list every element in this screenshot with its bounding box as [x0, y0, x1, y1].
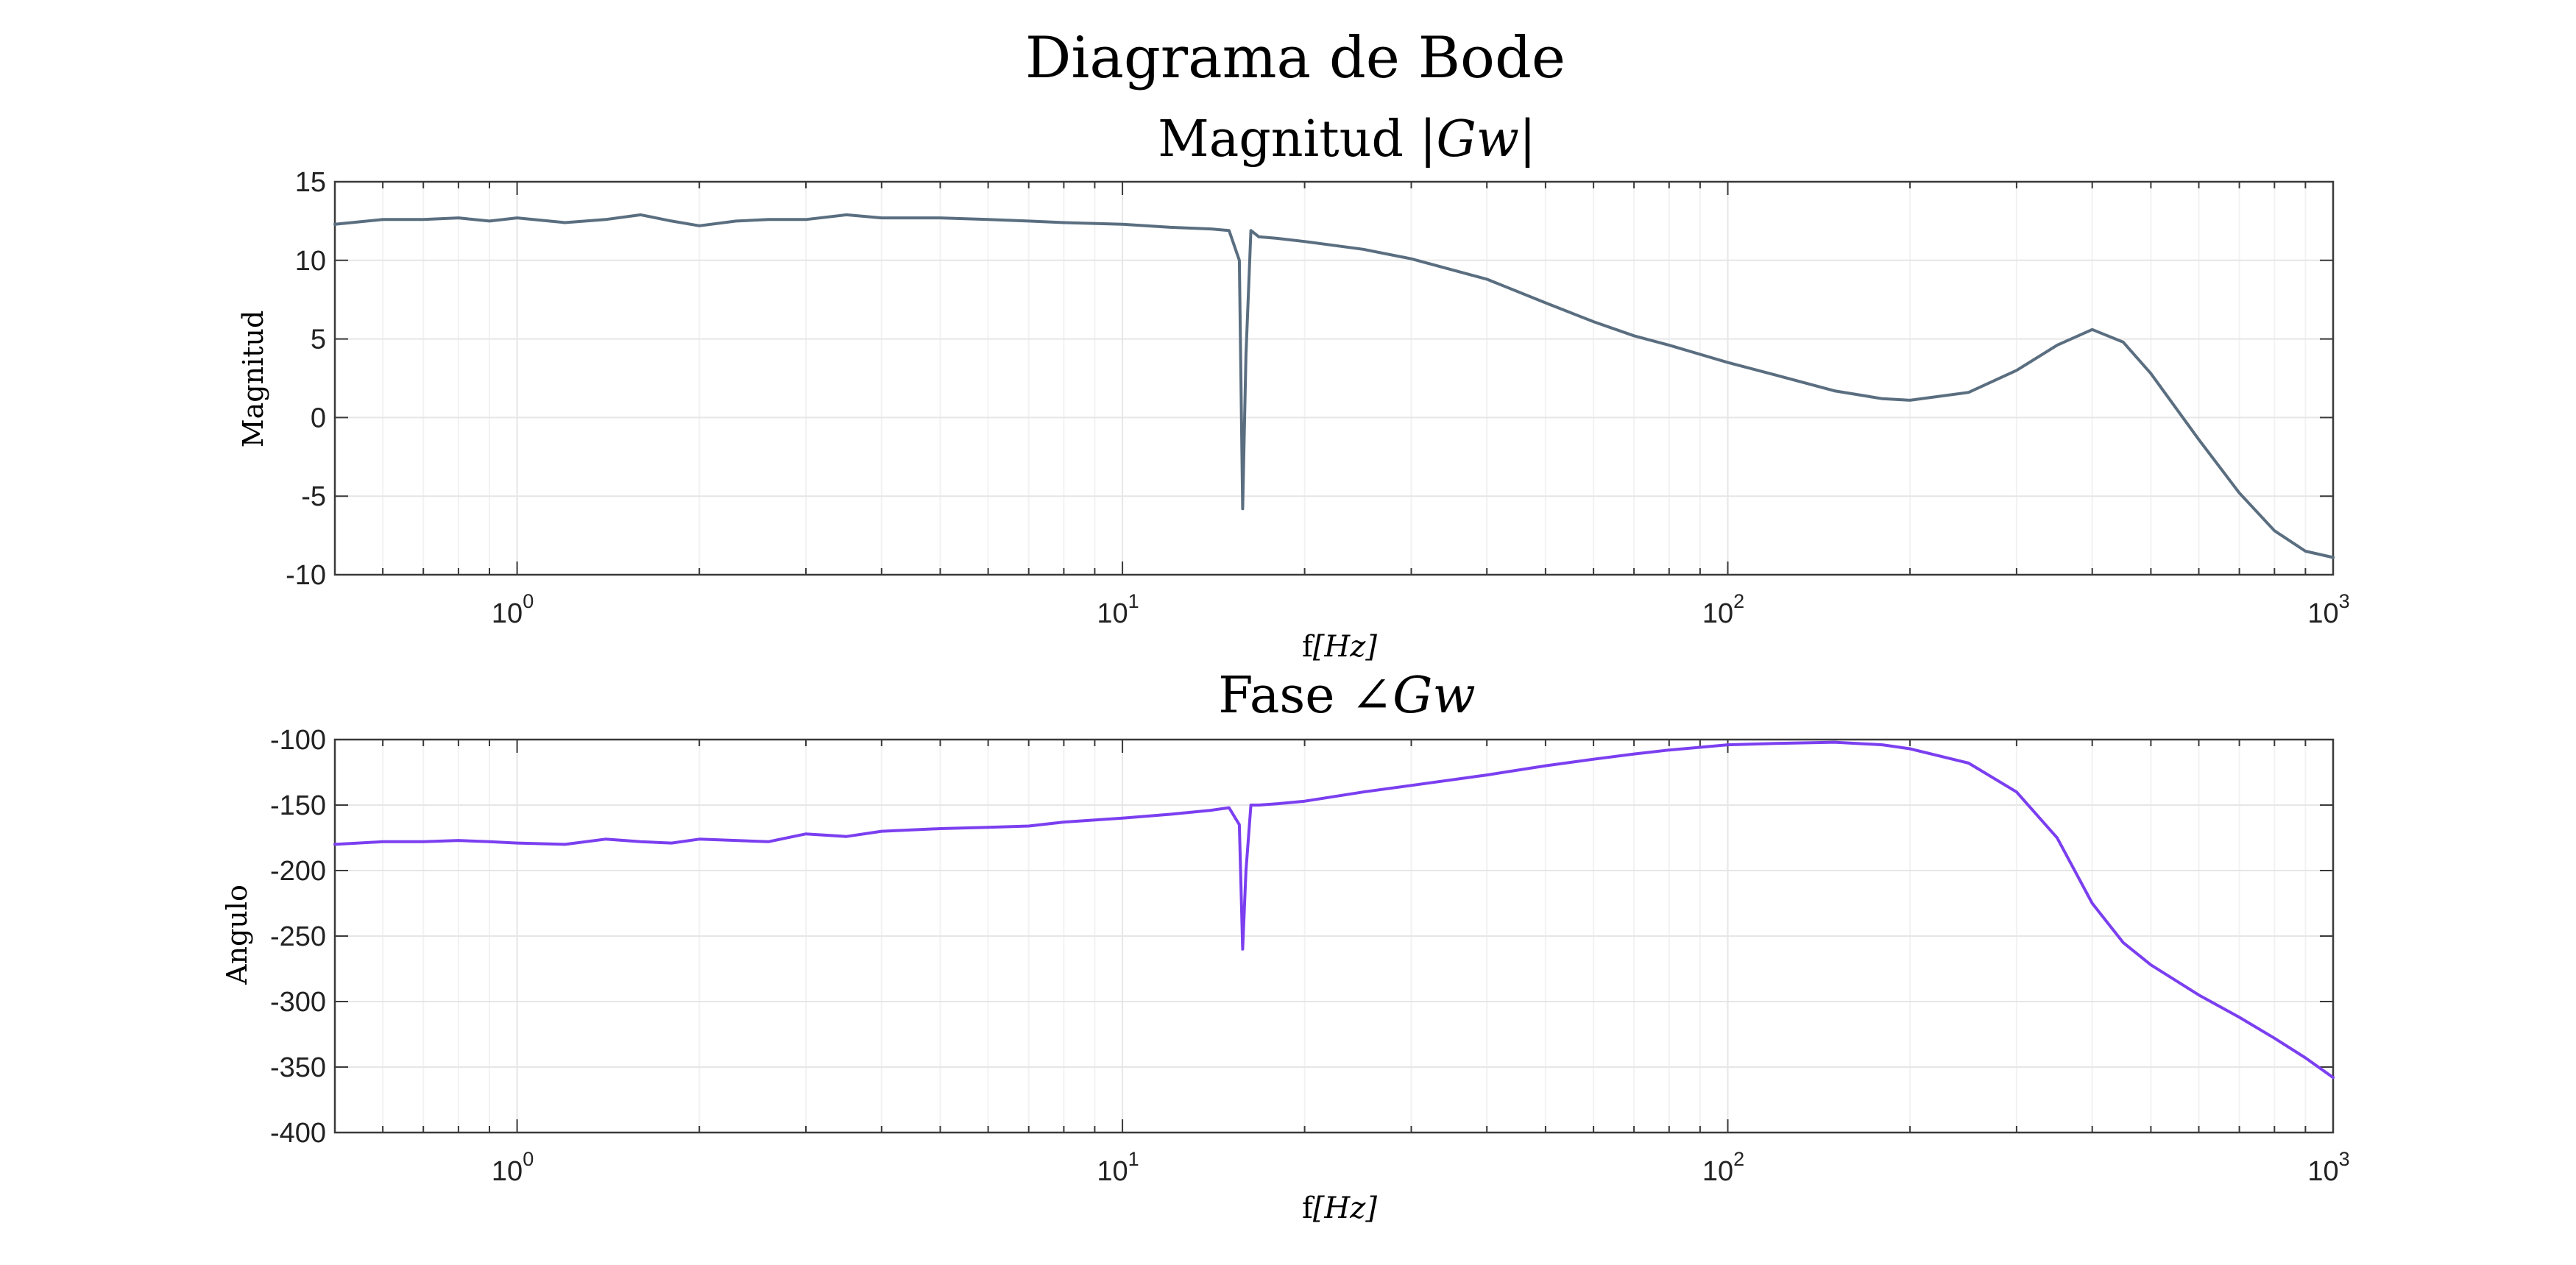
magnitude-series-line — [333, 213, 2335, 559]
phase-y-tick-label: -100 — [270, 725, 326, 756]
phase-plot-title: Fase ∠Gw — [1218, 667, 1475, 725]
phase-axes-box — [333, 738, 2335, 1134]
phase-y-tick-label: -150 — [270, 790, 326, 821]
magnitude-x-tick-label: 103 — [2307, 590, 2349, 629]
magnitude-axes-box — [333, 180, 2335, 576]
magnitude-ylabel: Magnitud — [237, 311, 269, 448]
magnitude-x-tick-label: 102 — [1702, 590, 1744, 629]
phase-y-tick-label: -250 — [270, 921, 326, 952]
magnitude-y-tick-label: 15 — [295, 167, 326, 198]
phase-y-tick-label: -400 — [270, 1118, 326, 1149]
figure-title: Diagrama de Bode — [1025, 25, 1565, 91]
phase-series-line — [333, 740, 2335, 1080]
magnitude-y-tick-label: -5 — [301, 481, 326, 512]
phase-y-tick-label: -200 — [270, 856, 326, 887]
phase-ylabel: Angulo — [221, 885, 253, 985]
magnitude-x-tick-label: 100 — [492, 590, 534, 629]
phase-x-tick-label: 101 — [1097, 1148, 1139, 1187]
phase-xlabel: f[Hz] — [1302, 1191, 1377, 1225]
magnitude-y-tick-label: 0 — [311, 403, 326, 433]
magnitude-y-tick-label: -10 — [286, 560, 326, 591]
phase-grid — [335, 739, 2334, 1133]
magnitude-y-tick-label: 10 — [295, 246, 326, 277]
magnitude-x-tick-label: 101 — [1097, 590, 1139, 629]
magnitude-plot: Magnitud |Gw| Magnitud f[Hz] 100 101 102 10… — [237, 110, 2350, 664]
phase-y-tick-label: -350 — [270, 1052, 326, 1083]
magnitude-xlabel: f[Hz] — [1302, 630, 1377, 664]
phase-x-tick-label: 103 — [2307, 1148, 2349, 1187]
magnitude-grid — [335, 181, 2334, 575]
phase-x-tick-label: 102 — [1702, 1148, 1744, 1187]
phase-y-tick-label: -300 — [270, 987, 326, 1018]
magnitude-y-tick-label: 5 — [311, 325, 326, 355]
phase-plot: Fase ∠Gw Angulo f[Hz] 100 101 102 103 -100 -1… — [221, 667, 2350, 1225]
magnitude-plot-title: Magnitud |Gw| — [1158, 110, 1536, 169]
phase-x-tick-label: 100 — [492, 1148, 534, 1187]
